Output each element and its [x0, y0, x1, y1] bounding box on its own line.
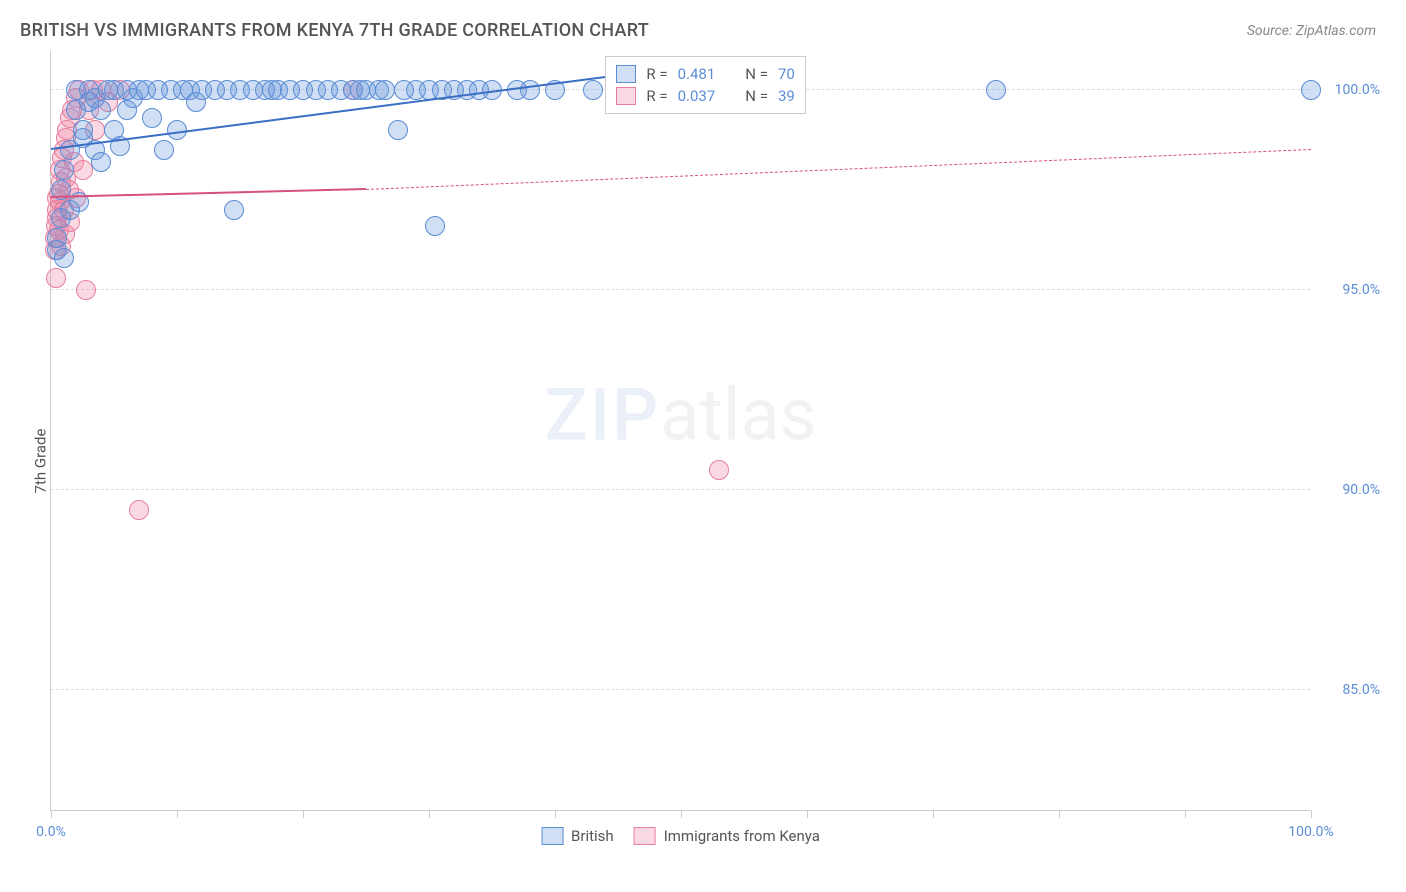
r-label: R = [646, 65, 667, 83]
source-attribution: Source: ZipAtlas.com [1247, 23, 1376, 39]
data-point [91, 152, 111, 172]
x-tick [807, 810, 808, 818]
n-value: 39 [778, 87, 795, 105]
r-value: 0.037 [678, 87, 716, 105]
legend-item: Immigrants from Kenya [634, 827, 820, 845]
data-point [388, 120, 408, 140]
x-tick [933, 810, 934, 818]
y-tick-label: 85.0% [1320, 682, 1380, 698]
data-point [129, 500, 149, 520]
data-point [54, 160, 74, 180]
x-tick [555, 810, 556, 818]
data-point [224, 200, 244, 220]
watermark-zip: ZIP [544, 373, 660, 458]
x-tick [1311, 810, 1312, 818]
data-point [520, 80, 540, 100]
legend: British Immigrants from Kenya [541, 827, 820, 845]
trend-line [51, 188, 366, 198]
data-point [1301, 80, 1321, 100]
y-tick-label: 100.0% [1320, 82, 1380, 98]
y-axis-label: 7th Grade [31, 429, 49, 494]
data-point [154, 140, 174, 160]
series-swatch [616, 65, 636, 83]
n-label: N = [745, 65, 768, 83]
data-point [91, 100, 111, 120]
data-point [986, 80, 1006, 100]
y-tick-label: 95.0% [1320, 282, 1380, 298]
data-point [142, 108, 162, 128]
x-tick [429, 810, 430, 818]
x-tick [177, 810, 178, 818]
gridline [51, 489, 1310, 490]
data-point [47, 228, 67, 248]
x-tick [303, 810, 304, 818]
r-label: R = [646, 87, 667, 105]
trend-line [366, 149, 1311, 190]
n-label: N = [745, 87, 768, 105]
data-point [709, 460, 729, 480]
data-point [583, 80, 603, 100]
n-value: 70 [778, 65, 795, 83]
gridline [51, 689, 1310, 690]
data-point [76, 280, 96, 300]
watermark-atlas: atlas [660, 373, 817, 458]
legend-label: British [571, 827, 614, 845]
legend-label: Immigrants from Kenya [664, 827, 820, 845]
data-point [73, 120, 93, 140]
x-tick [681, 810, 682, 818]
watermark: ZIPatlas [544, 373, 816, 458]
legend-swatch [541, 827, 563, 845]
series-swatch [616, 87, 636, 105]
data-point [46, 268, 66, 288]
stats-row: R = 0.037 N = 39 [616, 85, 794, 107]
x-tick [1059, 810, 1060, 818]
legend-swatch [634, 827, 656, 845]
x-tick [51, 810, 52, 818]
header-row: BRITISH VS IMMIGRANTS FROM KENYA 7TH GRA… [0, 0, 1406, 51]
scatter-plot: ZIPatlas 85.0%90.0%95.0%100.0%0.0%100.0%… [50, 51, 1310, 811]
stats-row: R = 0.481 N = 70 [616, 63, 794, 85]
data-point [425, 216, 445, 236]
data-point [375, 80, 395, 100]
x-tick-label: 100.0% [1288, 824, 1333, 840]
data-point [73, 160, 93, 180]
gridline [51, 289, 1310, 290]
data-point [54, 248, 74, 268]
chart-container: 7th Grade ZIPatlas 85.0%90.0%95.0%100.0%… [0, 51, 1406, 871]
correlation-stats-box: R = 0.481 N = 70 R = 0.037 N = 39 [605, 56, 805, 114]
chart-title: BRITISH VS IMMIGRANTS FROM KENYA 7TH GRA… [20, 20, 649, 41]
r-value: 0.481 [678, 65, 716, 83]
y-tick-label: 90.0% [1320, 482, 1380, 498]
x-tick-label: 0.0% [36, 824, 66, 840]
legend-item: British [541, 827, 614, 845]
x-tick [1185, 810, 1186, 818]
